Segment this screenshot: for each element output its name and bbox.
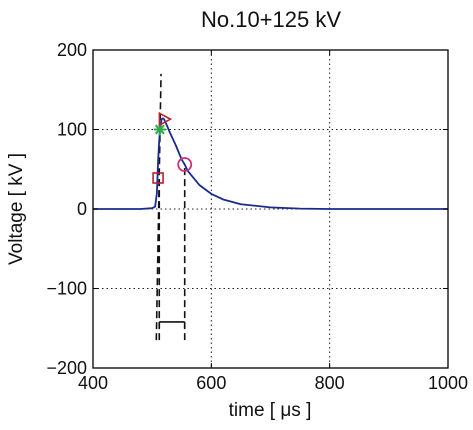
y-axis-label: Voltage [ kV ] [6, 153, 27, 265]
x-tick-label: 800 [315, 373, 345, 393]
y-tick-label: 100 [57, 120, 87, 140]
x-tick-label: 600 [196, 373, 226, 393]
x-tick-label: 1000 [428, 373, 468, 393]
plot-data [93, 73, 448, 341]
chart-title: No.10+125 kV [201, 7, 341, 32]
axis-ticks: 400 600 800 1000 −200 −100 0 100 200 [46, 40, 468, 393]
y-tick-label: −200 [46, 358, 87, 378]
circle-marker [177, 157, 193, 172]
y-tick-label: 0 [77, 199, 87, 219]
x-axis-label: time [ μs ] [229, 400, 312, 421]
x-tick-label: 400 [78, 373, 108, 393]
series-line [93, 117, 448, 210]
square-marker [152, 172, 164, 184]
triangle-marker [158, 111, 173, 127]
star-marker-stroke [154, 124, 165, 135]
y-tick-label: −100 [46, 279, 87, 299]
y-tick-label: 200 [57, 40, 87, 60]
